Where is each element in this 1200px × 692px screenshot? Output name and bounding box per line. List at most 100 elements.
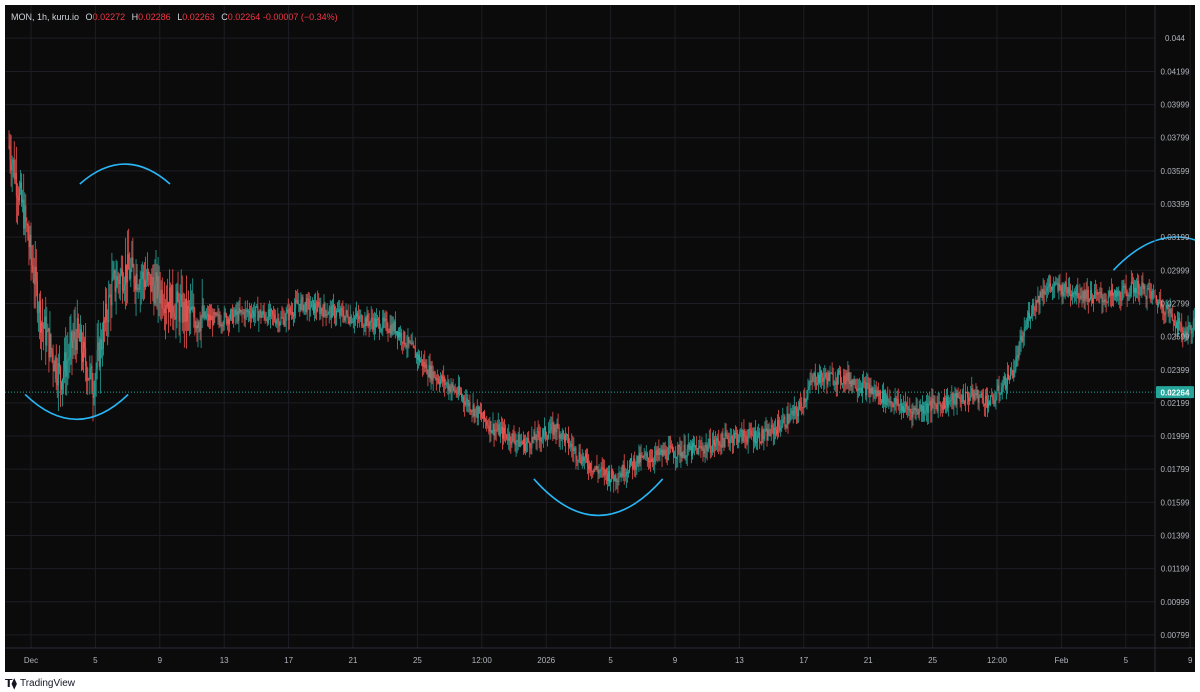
candle-body: [274, 314, 276, 321]
candle-body: [47, 328, 49, 332]
candle-body: [1142, 282, 1144, 289]
candle-body: [270, 309, 272, 311]
candle-body: [379, 320, 381, 332]
candle-body: [300, 299, 302, 310]
candle-body: [924, 411, 926, 414]
candle-body: [564, 434, 566, 443]
candle-body: [885, 390, 887, 406]
candle-body: [531, 437, 533, 448]
chart-panel[interactable]: 0.022640.00460.0440.041990.039990.037990…: [5, 5, 1195, 672]
candle-body: [816, 383, 818, 385]
last-price-tag: [1156, 386, 1194, 399]
candle-body: [774, 427, 776, 430]
candle-body: [886, 395, 888, 406]
branding-footer: 𝗧⧫ TradingView: [5, 674, 75, 692]
candle-body: [1144, 285, 1146, 297]
candle-body: [353, 317, 355, 323]
candle-body: [717, 438, 719, 442]
candle-body: [954, 393, 956, 397]
candle-body: [291, 312, 293, 316]
candle-body: [1035, 300, 1037, 311]
candle-body: [660, 449, 662, 453]
candle-body: [343, 316, 345, 321]
candle-body: [182, 302, 184, 323]
candle-body: [862, 382, 864, 393]
candle-body: [341, 308, 343, 311]
candle-body: [429, 365, 431, 379]
candle-body: [80, 329, 82, 353]
candle-body: [263, 310, 265, 315]
candle-body: [213, 311, 215, 326]
candle-body: [1011, 368, 1013, 371]
y-tick-label: 0.03999: [1161, 101, 1190, 110]
candle-body: [113, 270, 115, 273]
candle-body: [763, 436, 765, 439]
candle-body: [511, 433, 513, 445]
open-value: 0.02272: [92, 12, 126, 22]
candle-body: [681, 452, 683, 458]
candle-body: [525, 443, 527, 452]
candle-body: [392, 323, 394, 332]
candle-body: [184, 298, 186, 323]
candle-body: [281, 317, 283, 319]
candle-body: [694, 445, 696, 447]
candle-body: [922, 405, 924, 414]
candle-body: [557, 423, 559, 428]
candle-body: [1051, 286, 1053, 290]
candle-body: [869, 388, 871, 394]
candle-body: [161, 289, 163, 309]
candle-body: [1101, 297, 1103, 303]
candle-body: [361, 315, 363, 326]
candle-body: [1125, 286, 1127, 292]
candle-body: [195, 325, 197, 329]
candle-body: [483, 411, 485, 419]
candle-body: [1157, 301, 1159, 306]
candle-body: [1072, 292, 1074, 297]
candle-body: [626, 471, 628, 473]
candle-body: [646, 453, 648, 458]
candle-body: [175, 303, 177, 320]
candle-body: [831, 372, 833, 374]
candle-body: [479, 412, 481, 414]
candle-body: [998, 385, 1000, 395]
candle-body: [407, 337, 409, 347]
x-tick-label: 21: [864, 656, 873, 665]
candle-body: [94, 379, 96, 396]
candle-body: [624, 476, 626, 478]
candle-body: [796, 413, 798, 417]
candle-body: [858, 388, 860, 390]
candle-body: [685, 456, 687, 459]
low-label: L: [177, 12, 183, 22]
x-tick-label: 9: [673, 656, 678, 665]
candle-body: [241, 310, 243, 313]
candle-body: [938, 402, 940, 404]
candle-body: [38, 300, 40, 313]
candle-body: [178, 302, 180, 322]
candle-body: [299, 303, 301, 310]
candle-body: [75, 339, 77, 350]
candle-body: [101, 347, 103, 350]
candle-body: [455, 390, 457, 394]
candle-body: [940, 405, 942, 407]
candle-body: [368, 321, 370, 326]
candle-body: [568, 435, 570, 447]
candle-body: [915, 408, 917, 411]
candle-body: [382, 317, 384, 329]
candle-body: [416, 353, 418, 360]
candle-body: [459, 392, 461, 394]
candle-body: [354, 316, 356, 318]
candle-body: [148, 271, 150, 275]
candle-body: [785, 426, 787, 428]
candle-body: [704, 448, 706, 454]
candle-body: [463, 396, 465, 402]
candle-body: [781, 425, 783, 428]
candle-body: [107, 320, 109, 323]
candle-body: [465, 401, 467, 406]
candle-body: [131, 257, 133, 269]
candle-body: [957, 392, 959, 398]
candle-body: [283, 317, 285, 326]
price-chart[interactable]: 0.022640.00460.0440.041990.039990.037990…: [5, 5, 1195, 672]
candle-body: [827, 372, 829, 385]
candle-body: [50, 334, 52, 350]
candle-body: [1048, 283, 1050, 287]
